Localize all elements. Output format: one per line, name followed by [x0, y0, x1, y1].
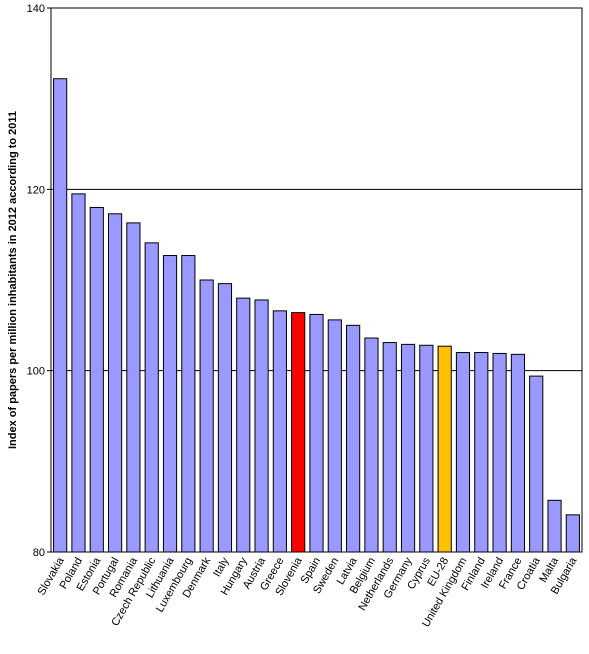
bar-slovakia [53, 78, 68, 553]
bar-germany [400, 343, 416, 553]
y-tick-label: 120 [27, 184, 45, 196]
y-tick-label: 100 [27, 366, 45, 378]
bar-croatia [529, 375, 544, 553]
bar-italy [217, 283, 233, 553]
bar-eu-28 [437, 345, 452, 553]
bar-hungary [236, 297, 251, 553]
y-tick-label: 80 [33, 547, 45, 559]
bar-denmark [199, 279, 214, 553]
bar-romania [126, 222, 141, 553]
bar-malta [547, 499, 562, 553]
bar-belgium [364, 337, 379, 553]
bars [53, 78, 580, 553]
y-axis-label: Index of papers per million inhabitants … [7, 111, 19, 449]
bar-latvia [346, 324, 361, 553]
plot-area-frame [50, 7, 583, 553]
bar-lithuania [162, 255, 178, 553]
bar-czech-republic [144, 242, 159, 553]
bar-portugal [107, 213, 123, 553]
bar-poland [71, 193, 86, 553]
bar-austria [254, 299, 269, 553]
x-axis-category-labels: SlovakiaPolandEstoniaPortugalRomaniaCzec… [36, 555, 580, 630]
bar-bulgaria [565, 514, 580, 553]
y-tick-label: 140 [27, 3, 45, 15]
bar-finland [474, 352, 489, 553]
y-axis-tick-labels: 80 100 120 140 [27, 3, 51, 559]
bar-spain [309, 313, 324, 553]
bar-sweden [327, 319, 342, 553]
bar-netherlands [382, 342, 397, 553]
bar-estonia [89, 206, 104, 553]
bar-united-kingdom [455, 352, 471, 553]
bar-ireland [492, 352, 507, 553]
bar-france [510, 353, 526, 553]
bar-greece [272, 310, 287, 553]
bar-slovenia [291, 312, 306, 553]
bar-luxembourg [181, 255, 196, 553]
bar-cyprus [419, 344, 434, 553]
